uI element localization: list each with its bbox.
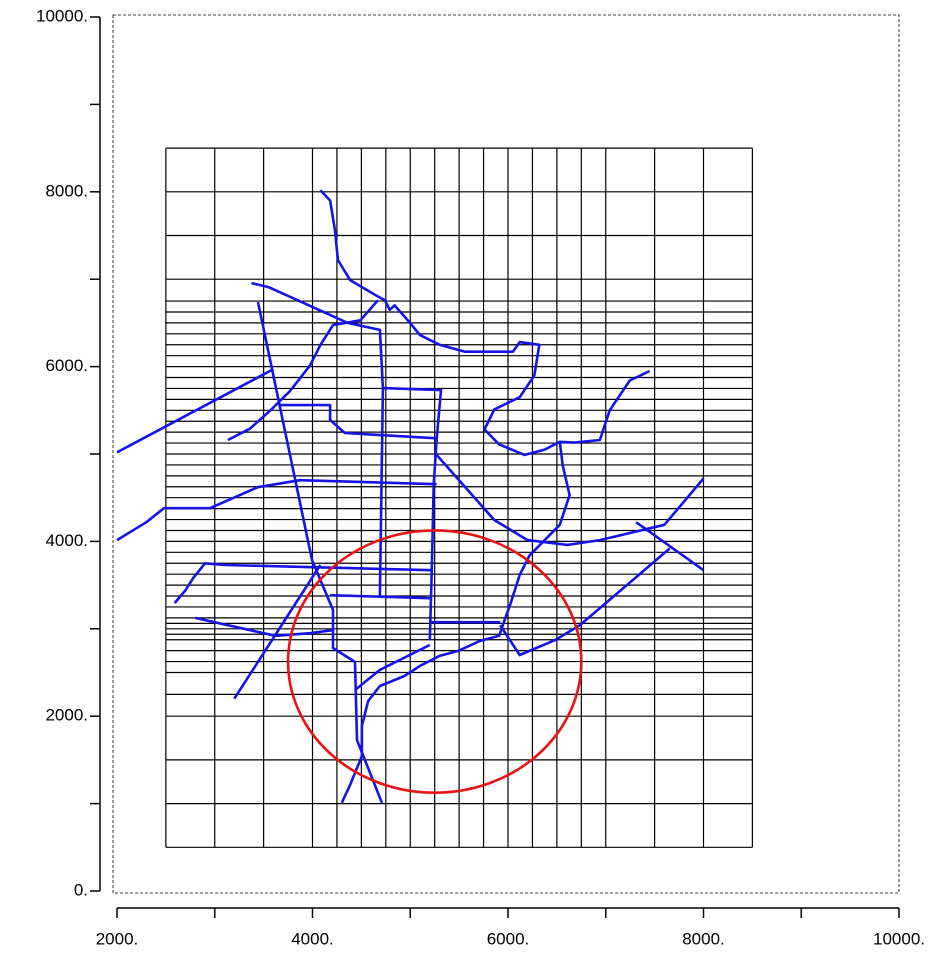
river-line: [354, 643, 431, 692]
river-line: [499, 547, 671, 657]
x-tick-label: 2000.: [96, 929, 139, 948]
y-tick-label: 6000.: [45, 356, 88, 375]
y-tick-label: 10000.: [36, 6, 88, 25]
river-line: [382, 386, 443, 641]
river-line: [635, 521, 705, 572]
river-line: [173, 561, 433, 604]
river-line: [319, 189, 651, 457]
river-line: [435, 454, 705, 547]
x-tick-label: 6000.: [487, 929, 530, 948]
y-tick-label: 8000.: [45, 181, 88, 200]
river-line: [233, 564, 322, 700]
y-tick-label: 4000.: [45, 531, 88, 550]
river-line: [194, 616, 334, 638]
river-line: [251, 281, 385, 597]
circle-boundary: [286, 529, 583, 794]
plot-frame: [112, 14, 900, 894]
x-tick-label: 4000.: [291, 929, 334, 948]
river-line: [340, 441, 571, 804]
river-line: [116, 478, 437, 542]
y-tick-label: 0.: [74, 880, 88, 899]
river-line: [256, 301, 384, 804]
river-line: [116, 368, 275, 454]
river-line: [227, 299, 379, 442]
x-tick-label: 8000.: [682, 929, 725, 948]
y-tick-label: 2000.: [45, 706, 88, 725]
river-line: [330, 593, 430, 600]
river-line: [280, 403, 437, 440]
x-tick-label: 10000.: [873, 929, 925, 948]
